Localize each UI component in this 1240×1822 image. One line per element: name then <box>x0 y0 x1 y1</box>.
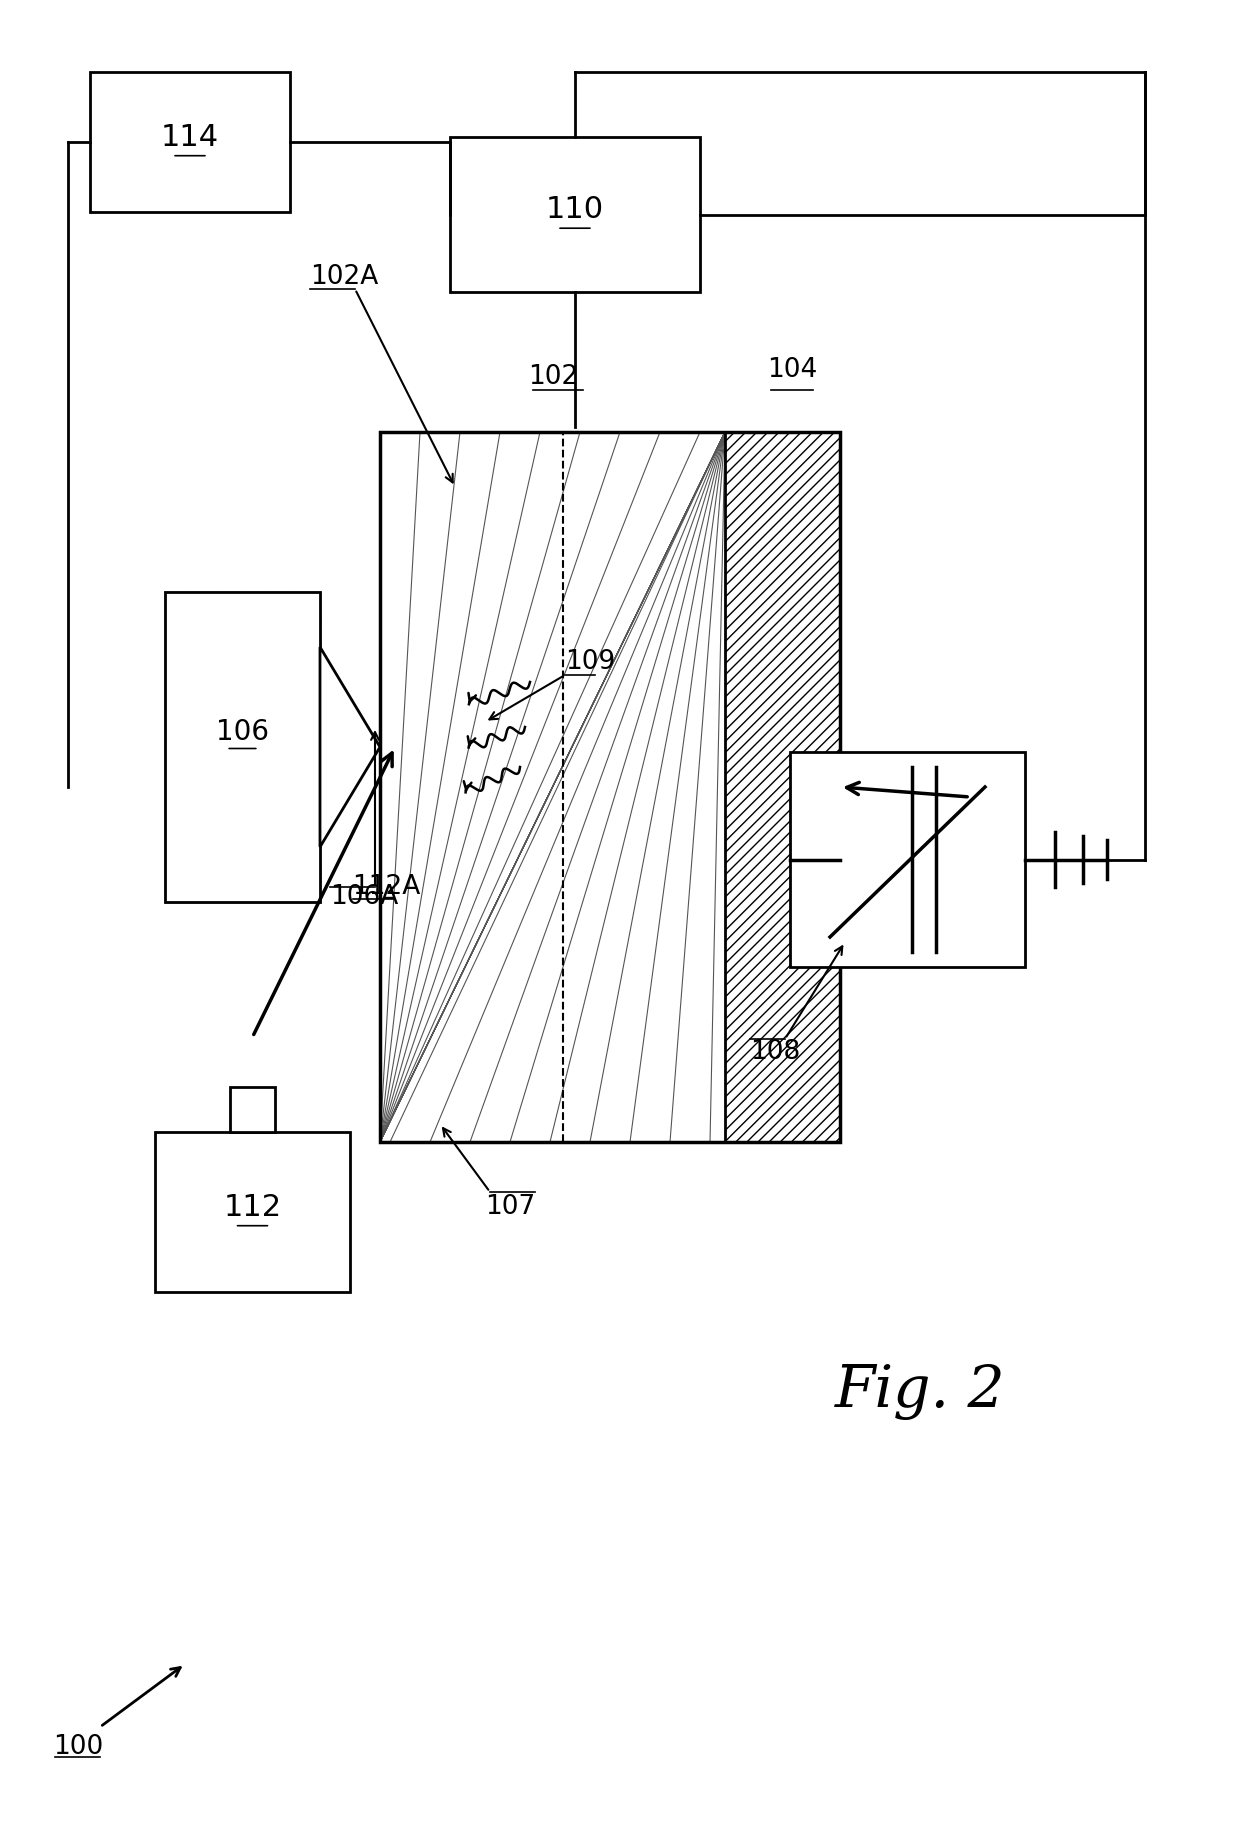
Text: 102: 102 <box>528 364 578 390</box>
Text: 102A: 102A <box>310 264 378 290</box>
Text: 110: 110 <box>546 195 604 224</box>
Bar <box>790 752 1025 967</box>
Bar <box>229 1088 275 1131</box>
Bar <box>379 432 839 1142</box>
Text: 109: 109 <box>565 649 615 674</box>
Bar <box>165 592 320 902</box>
Bar <box>450 137 701 292</box>
Text: 112A: 112A <box>352 875 420 900</box>
Bar <box>155 1131 350 1292</box>
Bar <box>725 432 839 1142</box>
Polygon shape <box>320 647 379 847</box>
Text: 114: 114 <box>161 122 219 151</box>
Text: 100: 100 <box>53 1735 103 1760</box>
Text: 108: 108 <box>750 1039 800 1066</box>
Text: 107: 107 <box>485 1193 536 1221</box>
Text: 112: 112 <box>223 1193 281 1221</box>
Text: 106: 106 <box>216 718 269 745</box>
Text: 104: 104 <box>768 357 817 383</box>
Bar <box>91 73 290 211</box>
Text: Fig. 2: Fig. 2 <box>835 1363 1006 1421</box>
Text: 106A: 106A <box>330 884 398 909</box>
